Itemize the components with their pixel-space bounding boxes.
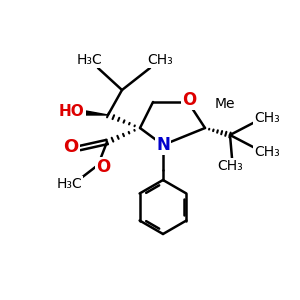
Text: O: O (182, 91, 196, 109)
Text: CH₃: CH₃ (147, 53, 173, 67)
Text: CH₃: CH₃ (254, 111, 280, 125)
Text: O: O (63, 138, 79, 156)
Text: H₃C: H₃C (56, 177, 82, 191)
Text: O: O (96, 158, 110, 176)
Text: CH₃: CH₃ (217, 159, 243, 173)
Text: HO: HO (59, 104, 85, 119)
Text: Me: Me (215, 97, 235, 111)
Polygon shape (86, 111, 108, 115)
Text: H₃C: H₃C (77, 53, 103, 67)
Text: N: N (156, 136, 170, 154)
Text: CH₃: CH₃ (254, 145, 280, 159)
